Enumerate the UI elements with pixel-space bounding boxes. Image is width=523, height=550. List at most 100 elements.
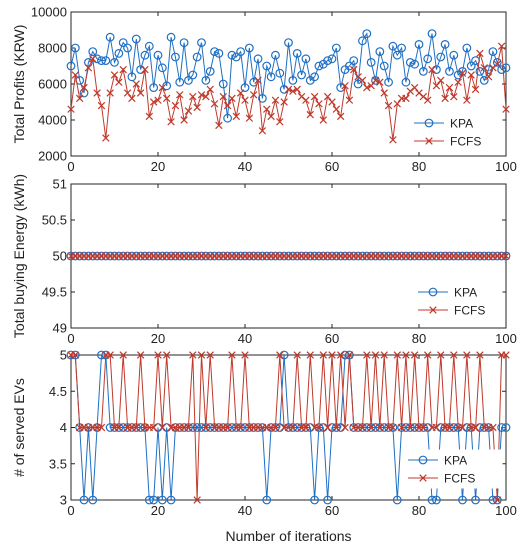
- legend-marker-kpa: [428, 287, 438, 297]
- data-point-kpa: [97, 56, 106, 65]
- subplot-3: 0 20 40 60 80 100 3 3.5 4 4.5 5 # of served EVs Numb…: [11, 348, 517, 545]
- data-point-fcfs: [350, 65, 358, 74]
- data-point-fcfs: [289, 87, 297, 95]
- data-point-kpa: [266, 72, 276, 82]
- data-point-kpa: [297, 70, 306, 80]
- data-point-fcfs: [419, 423, 428, 432]
- data-point-kpa: [205, 66, 215, 76]
- data-point-kpa: [327, 54, 337, 64]
- series-line-kpa: [70, 32, 507, 119]
- data-point-kpa: [144, 41, 154, 51]
- data-point-kpa: [83, 58, 93, 67]
- data-point-fcfs: [162, 351, 171, 359]
- data-point-kpa: [223, 113, 233, 123]
- data-point-fcfs: [367, 423, 375, 432]
- data-point-fcfs: [323, 92, 332, 101]
- data-point-kpa: [140, 50, 150, 60]
- data-point-kpa: [66, 61, 76, 71]
- data-point-fcfs: [489, 423, 497, 432]
- data-point-fcfs: [345, 351, 354, 359]
- data-point-fcfs: [241, 96, 249, 104]
- y-axis-label: # of served EVs: [11, 378, 27, 477]
- data-point-kpa: [197, 38, 206, 47]
- x-tick-label: 60: [325, 503, 339, 518]
- data-point-kpa: [405, 58, 415, 67]
- data-point-fcfs: [162, 94, 171, 103]
- legend: KPA FCFS: [409, 112, 503, 152]
- legend-label-fcfs: FCFS: [454, 304, 485, 318]
- data-point-kpa: [436, 52, 446, 62]
- y-tick-label: 8000: [38, 41, 67, 56]
- data-point-fcfs: [458, 69, 467, 77]
- data-point-kpa: [410, 59, 420, 69]
- data-point-fcfs: [106, 351, 114, 359]
- x-tick-label: 80: [412, 331, 426, 346]
- data-point-kpa: [227, 50, 237, 60]
- series-fcfs: [67, 252, 510, 260]
- legend-label-fcfs: FCFS: [444, 472, 475, 486]
- data-point-fcfs: [232, 112, 241, 121]
- x-tick-label: 40: [238, 503, 252, 518]
- data-point-fcfs: [467, 71, 475, 79]
- data-point-fcfs: [423, 96, 432, 104]
- data-point-kpa: [275, 68, 285, 78]
- data-point-fcfs: [493, 496, 502, 504]
- data-point-fcfs: [132, 80, 140, 88]
- data-point-fcfs: [380, 351, 388, 359]
- data-point-kpa: [79, 495, 89, 505]
- x-tick-label: 100: [495, 159, 517, 174]
- data-point-fcfs: [271, 96, 280, 104]
- data-point-fcfs: [432, 423, 441, 432]
- x-tick-label: 0: [67, 331, 74, 346]
- data-point-fcfs: [293, 85, 301, 94]
- data-point-fcfs: [402, 94, 410, 103]
- data-point-kpa: [127, 72, 137, 82]
- data-point-fcfs: [306, 110, 314, 119]
- data-point-fcfs: [154, 96, 162, 104]
- data-point-fcfs: [376, 423, 384, 432]
- data-point-fcfs: [271, 423, 280, 432]
- data-point-fcfs: [115, 78, 123, 86]
- data-point-fcfs: [215, 121, 223, 130]
- data-point-fcfs: [437, 351, 445, 359]
- data-point-fcfs: [476, 351, 484, 359]
- data-point-kpa: [157, 63, 167, 73]
- data-point-fcfs: [476, 49, 484, 58]
- data-point-fcfs: [136, 89, 145, 97]
- data-point-kpa: [427, 29, 437, 38]
- data-point-fcfs: [202, 92, 210, 101]
- legend-marker-kpa: [418, 455, 428, 465]
- data-point-fcfs: [323, 423, 332, 432]
- data-point-kpa: [118, 38, 128, 47]
- data-point-fcfs: [432, 82, 441, 90]
- data-point-kpa: [123, 43, 132, 53]
- data-point-kpa: [323, 56, 333, 65]
- data-point-fcfs: [423, 351, 432, 359]
- data-point-kpa: [131, 34, 141, 44]
- data-point-kpa: [392, 50, 402, 60]
- data-point-kpa: [253, 54, 263, 64]
- data-point-kpa: [353, 79, 363, 89]
- data-point-fcfs: [280, 98, 288, 106]
- data-point-kpa: [70, 43, 80, 53]
- data-point-fcfs: [193, 103, 201, 112]
- y-tick-label: 2000: [38, 149, 67, 164]
- data-point-fcfs: [145, 112, 154, 121]
- data-point-kpa: [166, 32, 176, 42]
- data-point-fcfs: [345, 96, 354, 104]
- data-point-fcfs: [497, 42, 506, 50]
- data-point-kpa: [88, 47, 98, 56]
- data-point-fcfs: [328, 98, 336, 106]
- y-axis-label: Total Profits (KRW): [11, 25, 27, 144]
- data-point-fcfs: [206, 85, 214, 94]
- data-point-kpa: [462, 43, 472, 53]
- x-axis-label: Number of iterations: [225, 528, 351, 544]
- data-point-fcfs: [358, 76, 367, 85]
- legend-marker-kpa: [424, 118, 434, 128]
- data-point-fcfs: [402, 351, 410, 359]
- data-point-kpa: [358, 36, 367, 46]
- data-point-kpa: [331, 43, 341, 53]
- data-point-fcfs: [341, 423, 349, 432]
- data-point-fcfs: [276, 351, 284, 359]
